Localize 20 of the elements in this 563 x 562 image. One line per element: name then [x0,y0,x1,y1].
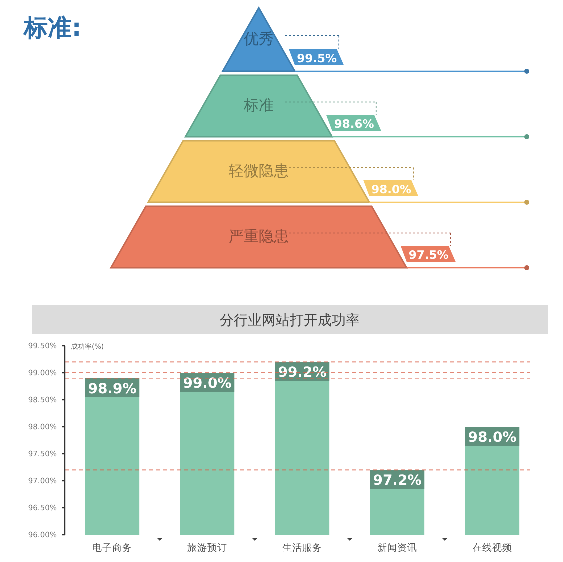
data-label: 98.6% [334,117,375,131]
data-label: 97.5% [408,248,450,262]
category-label: 严重隐患 [229,227,289,246]
x-tick-label: 生活服务 [282,542,322,554]
x-tick-label: 电子商务 [92,542,132,554]
chart-title: 分行业网站打开成功率 [220,313,360,329]
text: 标准: [23,14,82,42]
data-label: 99.5% [297,52,338,66]
data-label: 98.0% [468,430,517,446]
category-label: 标准 [243,96,274,114]
data-label: 99.2% [278,365,327,382]
data-label: 99.0% [183,376,232,392]
data-label: 97.2% [373,473,422,490]
data-label: 98.0% [372,182,412,196]
x-tick-label: 新闻资讯 [378,542,418,554]
category-label: 优秀 [244,30,274,48]
x-tick-label: 在线视频 [472,542,512,554]
data-label: 98.9% [88,381,137,398]
category-label: 轻微隐患 [229,162,289,180]
x-tick-label: 旅游预订 [188,542,228,554]
